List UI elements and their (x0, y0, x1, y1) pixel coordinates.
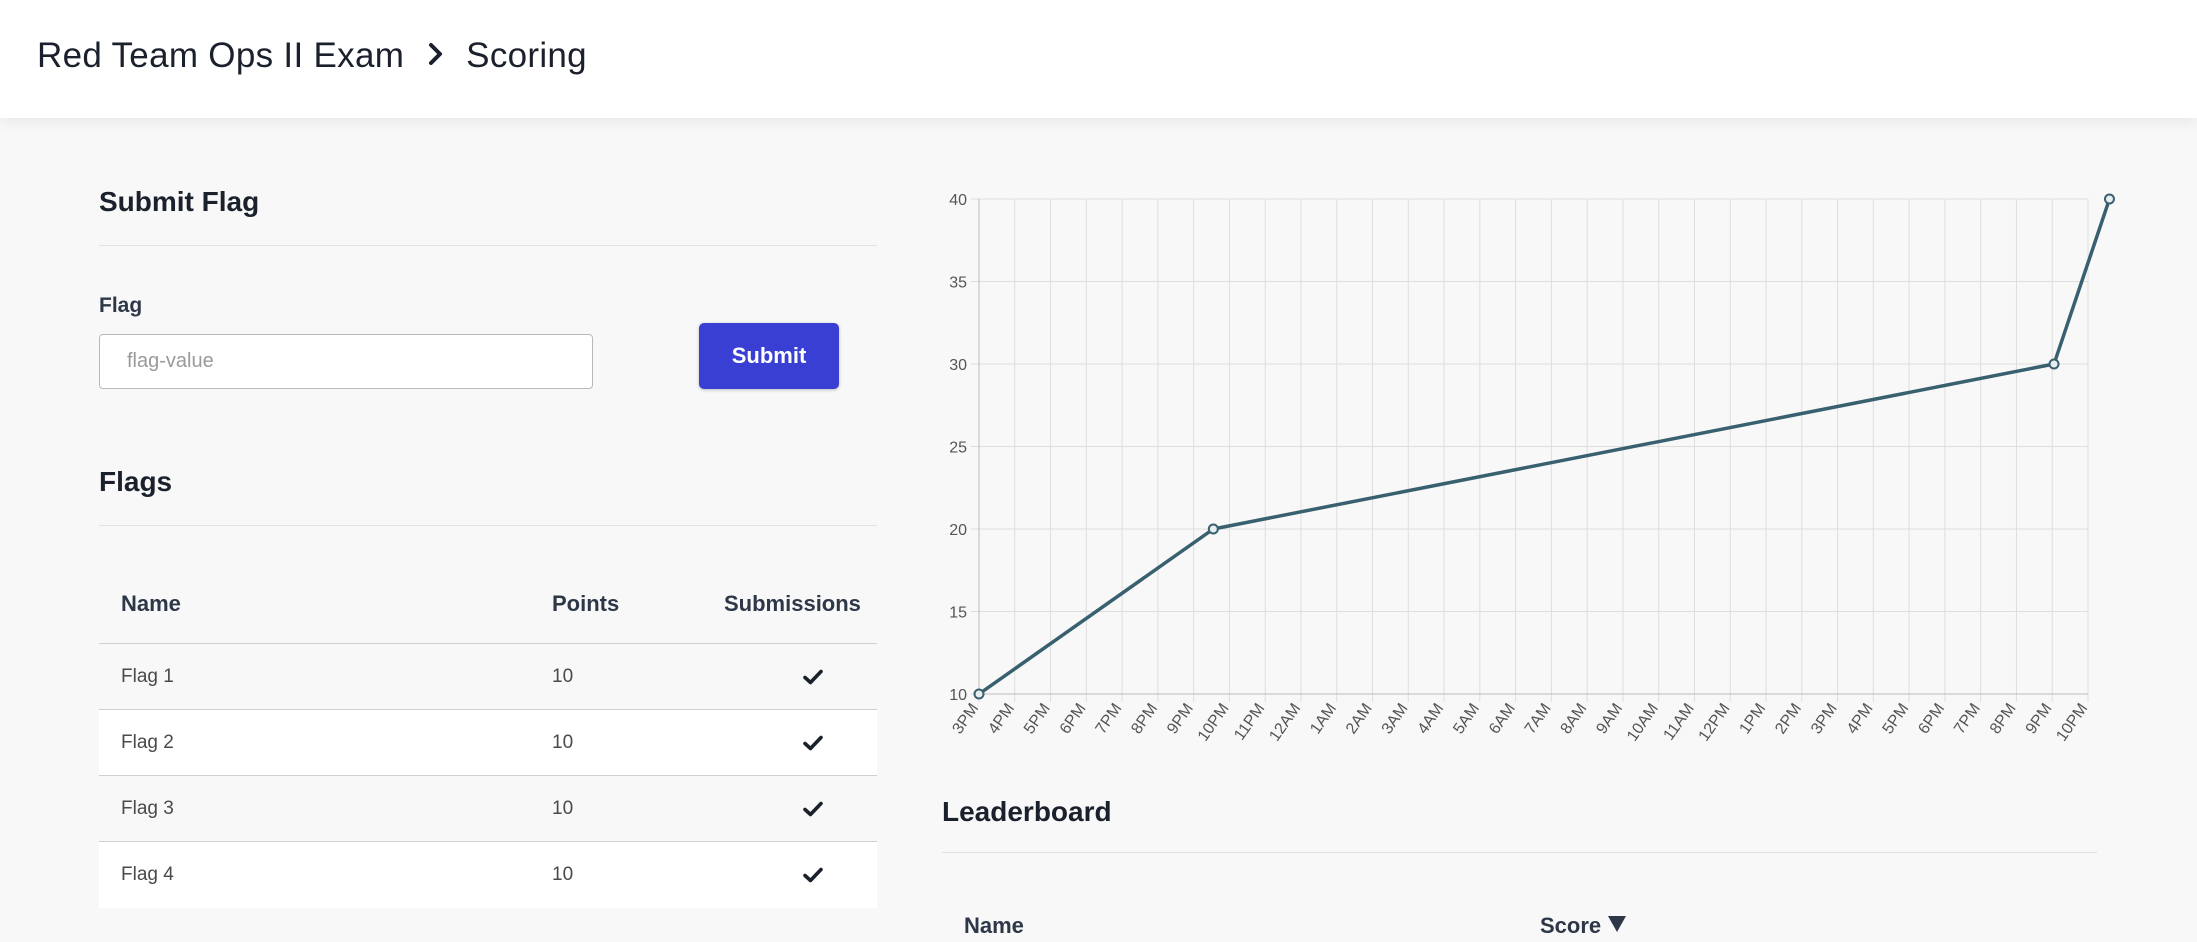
column-header-score[interactable]: Score (1540, 913, 1627, 939)
data-point (973, 688, 985, 700)
data-point (2103, 193, 2115, 205)
x-tick-label: 4AM (1415, 701, 1448, 738)
x-tick-label: 8PM (1987, 701, 2020, 738)
x-tick-label: 7PM (1093, 701, 1126, 738)
x-tick-label: 3PM (949, 701, 982, 738)
caret-down-icon (1607, 913, 1627, 939)
y-tick-label: 30 (949, 357, 967, 374)
divider (942, 852, 2097, 853)
breadcrumb-item-exam[interactable]: Red Team Ops II Exam (37, 36, 405, 75)
flag-points: 10 (552, 864, 574, 885)
table-row: Flag 1 10 (99, 644, 877, 710)
x-tick-label: 9AM (1593, 701, 1626, 738)
x-tick-label: 1AM (1307, 701, 1340, 738)
x-tick-label: 8AM (1558, 701, 1591, 738)
score-line (977, 198, 2112, 696)
data-point (1207, 523, 1219, 535)
x-tick-label: 8PM (1128, 701, 1161, 738)
leaderboard-header: Name Score (942, 895, 2097, 942)
chevron-right-icon (428, 39, 444, 73)
check-icon (759, 801, 873, 817)
x-tick-label: 9PM (2023, 701, 2056, 738)
check-icon (759, 669, 873, 685)
x-tick-label: 11PM (1231, 701, 1268, 744)
x-tick-label: 10PM (1195, 701, 1233, 745)
x-tick-label: 6PM (1915, 701, 1948, 738)
breadcrumb-item-scoring: Scoring (466, 36, 587, 75)
table-row: Flag 3 10 (99, 776, 877, 842)
x-tick-label: 3PM (1808, 701, 1841, 738)
x-tick-label: 6PM (1057, 701, 1090, 738)
y-tick-label: 40 (949, 192, 967, 209)
x-tick-label: 2AM (1343, 701, 1376, 738)
x-tick-label: 9PM (1164, 701, 1197, 738)
x-tick-label: 5PM (1880, 701, 1913, 738)
x-tick-label: 7PM (1951, 701, 1984, 738)
y-tick-label: 20 (949, 522, 967, 539)
column-header-name: Name (964, 913, 1024, 938)
check-icon (759, 735, 873, 751)
divider (99, 245, 877, 246)
flag-name: Flag 2 (121, 731, 174, 753)
divider (99, 525, 877, 526)
y-tick-label: 35 (949, 275, 967, 292)
flag-name: Flag 4 (121, 864, 174, 885)
flag-points: 10 (552, 731, 574, 753)
column-header-score-label: Score (1540, 913, 1602, 938)
x-tick-label: 5AM (1450, 701, 1483, 738)
flag-input[interactable] (99, 334, 593, 389)
data-point (2048, 358, 2060, 370)
x-tick-label: 10AM (1624, 701, 1662, 745)
table-header: Name Points Submissions (99, 564, 877, 644)
column-header-points: Points (552, 590, 620, 616)
y-tick-label: 25 (949, 440, 967, 457)
flags-table: Name Points Submissions Flag 1 10 Flag 2… (99, 564, 877, 908)
y-tick-label: 10 (949, 687, 967, 704)
x-tick-label: 4PM (1844, 701, 1877, 738)
x-tick-label: 11AM (1661, 701, 1698, 744)
submit-button[interactable]: Submit (699, 323, 839, 389)
flag-name: Flag 3 (121, 797, 174, 819)
flag-points: 10 (552, 665, 574, 687)
x-tick-label: 12PM (1696, 701, 1734, 745)
score-chart: 10 15 20 25 30 35 40 3PM 4PM 5PM 6PM 7PM 8PM 9PM 10PM 1… (940, 180, 2115, 760)
submit-flag-title: Submit Flag (99, 186, 260, 217)
x-tick-label: 10PM (2053, 701, 2091, 745)
y-tick-label: 15 (949, 605, 967, 622)
x-tick-label: 6AM (1486, 701, 1519, 738)
x-tick-label: 12AM (1266, 701, 1304, 745)
top-bar: Red Team Ops II Exam Scoring (0, 0, 2197, 118)
check-icon (759, 867, 873, 883)
x-tick-label: 2PM (1772, 701, 1805, 738)
flag-field-label: Flag (99, 294, 143, 317)
table-row: Flag 2 10 (99, 710, 877, 776)
column-header-submissions: Submissions (724, 590, 861, 616)
table-row: Flag 4 10 (99, 842, 877, 908)
x-tick-label: 7AM (1522, 701, 1555, 738)
x-tick-label: 3AM (1379, 701, 1412, 738)
x-tick-label: 4PM (985, 701, 1018, 738)
x-tick-label: 5PM (1021, 701, 1054, 738)
leaderboard-title: Leaderboard (942, 796, 1112, 827)
breadcrumb: Red Team Ops II Exam Scoring (37, 32, 587, 80)
x-tick-label: 1PM (1737, 701, 1770, 738)
flag-points: 10 (552, 797, 574, 819)
flag-name: Flag 1 (121, 665, 174, 687)
flags-title: Flags (99, 466, 173, 497)
column-header-name: Name (121, 590, 181, 616)
